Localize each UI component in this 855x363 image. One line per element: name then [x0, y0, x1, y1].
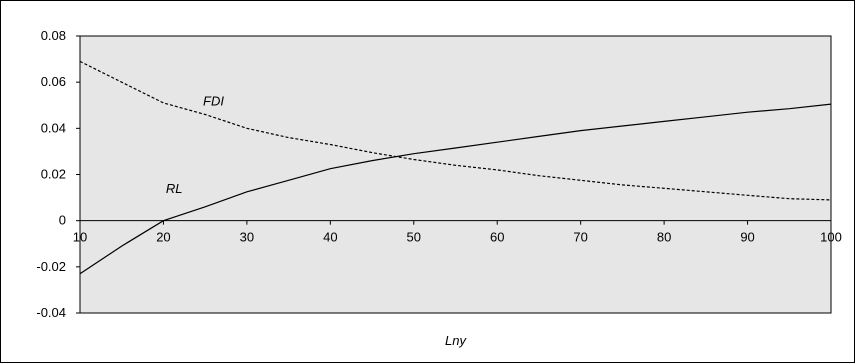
- x-tick-label: 30: [240, 230, 254, 245]
- x-axis: 10 20 30 40 50 60 70 80 90 100: [73, 220, 842, 245]
- series-line-rl: [79, 103, 832, 275]
- y-tick-label: 0: [59, 213, 66, 228]
- x-tick-label: 70: [573, 230, 587, 245]
- y-tick-label: -0.04: [36, 305, 66, 320]
- series-label-fdi: FDI: [203, 93, 224, 108]
- y-axis: 0.08 0.06 0.04 0.02 0 -0.02 -0.04: [36, 28, 80, 320]
- x-tick-label: 40: [323, 230, 337, 245]
- x-tick-label: 90: [740, 230, 754, 245]
- series-label-rl: RL: [166, 181, 183, 196]
- y-tick-label: 0.08: [41, 28, 66, 43]
- x-tick-label: 80: [657, 230, 671, 245]
- plot-area: [79, 35, 832, 314]
- x-tick-label: 60: [490, 230, 504, 245]
- y-tick-label: 0.06: [41, 74, 66, 89]
- y-tick-label: -0.02: [36, 259, 66, 274]
- x-tick-label: 10: [73, 230, 87, 245]
- x-axis-title: Lny: [445, 333, 467, 348]
- x-tick-label: 50: [407, 230, 421, 245]
- x-tick-label: 100: [820, 230, 842, 245]
- series-line-fdi: [79, 60, 832, 201]
- series-layer: RL FDI: [79, 60, 832, 275]
- x-tick-label: 20: [156, 230, 170, 245]
- y-tick-label: 0.02: [41, 167, 66, 182]
- y-tick-label: 0.04: [41, 120, 66, 135]
